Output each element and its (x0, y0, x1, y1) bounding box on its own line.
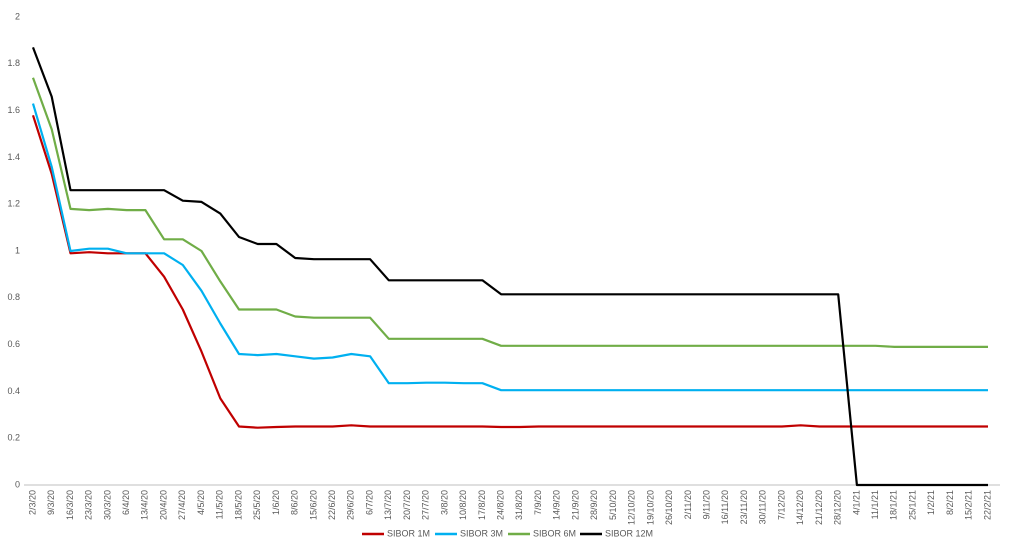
x-tick-label: 15/2/21 (964, 490, 974, 520)
legend-label: SIBOR 3M (460, 528, 503, 538)
x-tick-label: 11/1/21 (870, 490, 880, 519)
x-tick-label: 9/3/20 (46, 490, 56, 515)
y-tick-label: 0.6 (7, 339, 20, 349)
y-tick-label: 1.6 (7, 105, 20, 115)
x-tick-label: 4/5/20 (196, 490, 206, 515)
legend-label: SIBOR 1M (387, 528, 430, 538)
y-tick-label: 1 (15, 245, 20, 255)
x-tick-label: 3/8/20 (439, 490, 449, 515)
x-tick-label: 21/12/20 (814, 490, 824, 525)
line (31, 103, 988, 392)
x-tick-label: 30/3/20 (102, 490, 112, 520)
x-tick-label: 25/5/20 (252, 490, 262, 520)
x-tick-label: 1/2/21 (926, 490, 936, 515)
x-tick-label: 13/4/20 (140, 490, 150, 520)
x-tick-label: 23/3/20 (84, 490, 94, 520)
x-tick-label: 24/8/20 (496, 490, 506, 520)
x-tick-label: 7/12/20 (776, 490, 786, 520)
x-tick-label: 13/7/20 (383, 490, 393, 520)
x-tick-label: 14/9/20 (552, 490, 562, 520)
x-tick-label: 11/5/20 (215, 490, 225, 519)
x-tick-label: 2/3/20 (27, 490, 37, 515)
x-tick-label: 6/4/20 (121, 490, 131, 515)
x-tick-label: 18/1/21 (889, 490, 899, 520)
x-tick-label: 8/2/21 (945, 490, 955, 515)
x-tick-label: 22/6/20 (327, 490, 337, 520)
x-tick-label: 26/10/20 (664, 490, 674, 525)
x-tick-label: 22/2/21 (982, 490, 992, 520)
line (31, 77, 988, 348)
x-tick-label: 23/11/20 (739, 490, 749, 524)
x-tick-label: 6/7/20 (364, 490, 374, 515)
legend-label: SIBOR 12M (605, 528, 653, 538)
line (31, 114, 988, 429)
y-tick-label: 0.8 (7, 292, 20, 302)
x-tick-label: 27/4/20 (177, 490, 187, 520)
x-tick-label: 14/12/20 (795, 490, 805, 525)
x-tick-label: 9/11/20 (701, 490, 711, 519)
x-tick-label: 12/10/20 (627, 490, 637, 525)
x-tick-label: 7/9/20 (533, 490, 543, 515)
y-tick-label: 0 (15, 479, 20, 489)
x-tick-label: 16/11/20 (720, 490, 730, 524)
x-tick-label: 28/12/20 (833, 490, 843, 525)
x-tick-label: 20/7/20 (402, 490, 412, 520)
x-tick-label: 28/9/20 (589, 490, 599, 520)
x-tick-label: 15/6/20 (308, 490, 318, 520)
x-tick-label: 31/8/20 (514, 490, 524, 520)
x-tick-label: 21/9/20 (570, 490, 580, 520)
x-tick-label: 5/10/20 (608, 490, 618, 520)
line (31, 47, 988, 487)
y-tick-label: 2 (15, 11, 20, 21)
x-tick-label: 17/8/20 (477, 490, 487, 520)
y-tick-label: 1.2 (7, 199, 20, 209)
x-tick-label: 18/5/20 (233, 490, 243, 520)
x-tick-label: 19/10/20 (645, 490, 655, 525)
y-tick-label: 1.4 (7, 152, 20, 162)
y-tick-label: 0.4 (7, 386, 20, 396)
x-tick-label: 1/6/20 (271, 490, 281, 515)
x-tick-label: 27/7/20 (421, 490, 431, 520)
x-tick-label: 25/1/21 (907, 490, 917, 520)
legend-label: SIBOR 6M (533, 528, 576, 538)
y-tick-label: 1.8 (7, 58, 20, 68)
x-tick-label: 8/6/20 (290, 490, 300, 515)
x-tick-label: 20/4/20 (158, 490, 168, 520)
x-tick-label: 29/6/20 (346, 490, 356, 520)
x-tick-label: 10/8/20 (458, 490, 468, 520)
x-tick-label: 30/11/20 (758, 490, 768, 524)
y-tick-label: 0.2 (7, 433, 20, 443)
x-tick-label: 4/1/21 (851, 490, 861, 515)
x-tick-label: 16/3/20 (65, 490, 75, 520)
x-tick-label: 2/11/20 (683, 490, 693, 519)
